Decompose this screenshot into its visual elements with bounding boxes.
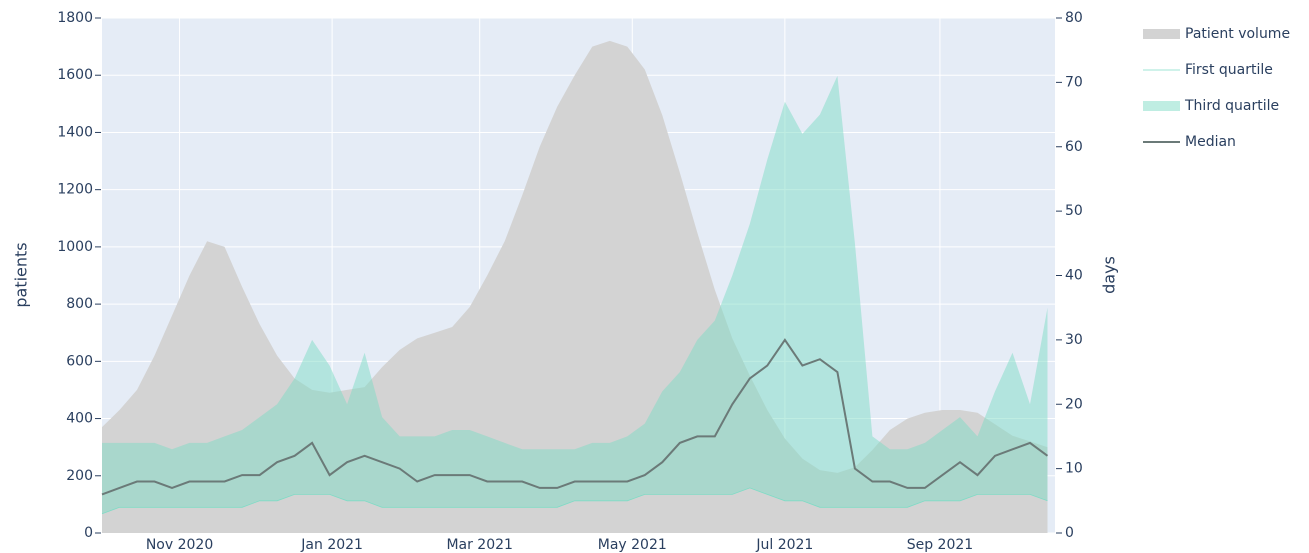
- y2-tick-label: 30: [1065, 332, 1083, 348]
- y2-tick-label: 80: [1065, 10, 1083, 26]
- x-tick-label: Mar 2021: [446, 537, 513, 553]
- legend-symbol: [1143, 29, 1180, 39]
- x-tick-label: Jul 2021: [755, 537, 813, 553]
- legend-symbol: [1143, 101, 1180, 111]
- y2-tick-label: 20: [1065, 396, 1083, 412]
- x-tick-label: Jan 2021: [300, 537, 363, 553]
- y-axis-title: patients: [12, 242, 31, 307]
- y-tick-label: 1800: [57, 10, 93, 26]
- x-tick-label: May 2021: [598, 537, 667, 553]
- y-tick-label: 800: [66, 296, 93, 312]
- y2-axis-title: days: [1100, 256, 1119, 294]
- y-tick-label: 0: [84, 525, 93, 541]
- y-tick-label: 1400: [57, 124, 93, 140]
- y2-tick-label: 70: [1065, 74, 1083, 90]
- line: [101, 338, 1049, 496]
- band: [102, 75, 1048, 514]
- y2-tick-label: 40: [1065, 268, 1083, 284]
- marks: [101, 40, 1049, 534]
- axes: Nov 2020 Jan 2021 Mar 2021 May 2021 Jul 2021…: [57, 10, 1082, 553]
- legend-label: Patient volume: [1185, 26, 1290, 42]
- y-tick-label: 200: [66, 468, 93, 484]
- legend-label: First quartile: [1185, 62, 1273, 78]
- legend-label: Third quartile: [1184, 98, 1279, 114]
- y-tick-label: 600: [66, 353, 93, 369]
- x-tick-label: Sep 2021: [907, 537, 973, 553]
- y-tick-label: 1200: [57, 182, 93, 198]
- y-tick-label: 400: [66, 411, 93, 427]
- x-tick-label: Nov 2020: [146, 537, 213, 553]
- legend: Patient volume First quartile Third quarti…: [1143, 26, 1290, 150]
- y-tick-label: 1000: [57, 239, 93, 255]
- y2-tick-label: 10: [1065, 461, 1083, 477]
- legend-label: Median: [1185, 134, 1236, 150]
- y2-tick-label: 50: [1065, 203, 1083, 219]
- y2-tick-label: 60: [1065, 139, 1083, 155]
- y2-tick-label: 0: [1065, 525, 1074, 541]
- y-tick-label: 1600: [57, 67, 93, 83]
